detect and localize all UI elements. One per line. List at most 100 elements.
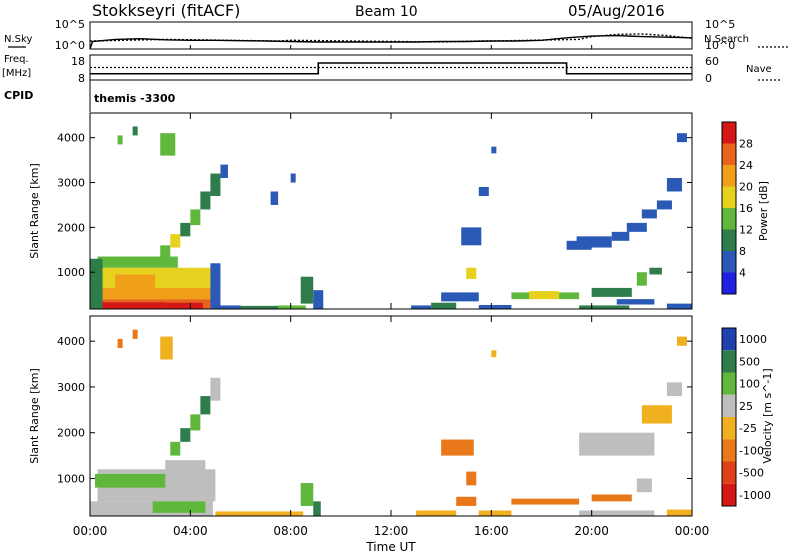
power-colorbar-frame [721,121,737,295]
velocity-colorbar-tick-0: 1000 [739,333,767,346]
power-cell-41 [576,236,612,248]
velocity-cell-16 [416,510,457,516]
velocity-colorbar-swatch-7 [722,483,736,506]
power-cell-50 [676,133,687,143]
beam-label: Beam 10 [355,4,418,20]
cpid-value: themis -3300 [94,92,176,105]
power-y-axis: 1000 2000 3000 4000 [57,132,692,279]
velocity-colorbar: 1000 500 100 25 -25 -100 -500 -1000 [721,327,771,507]
power-cell-18 [132,126,138,136]
power-cell-17 [117,135,123,145]
velocity-colorbar-tick-3: 25 [739,400,753,413]
date-label: 05/Aug/2016 [568,2,665,20]
velocity-cell-25 [579,432,655,456]
nave-tick-bottom: 0 [705,72,712,85]
velocity-cell-14 [300,483,314,506]
velocity-ytick-label-1000: 1000 [57,472,85,485]
velocity-cell-12 [132,329,138,339]
velocity-cell-11 [117,338,123,349]
velocity-colorbar-tick-2: 100 [739,378,760,391]
velocity-cell-30 [676,336,687,346]
power-colorbar-tick-12: 12 [739,224,753,237]
power-ytick-label-2000: 2000 [57,221,85,234]
power-cell-16 [160,133,176,156]
power-colorbar-swatch-6 [722,143,736,165]
power-colorbar-swatch-0 [722,272,736,294]
velocity-cell-13 [215,511,304,516]
velocity-colorbar-swatch-2 [722,372,736,395]
velocity-ytick-label-3000: 3000 [57,381,85,394]
power-cell-13 [200,191,211,210]
power-colorbar-swatch-7 [722,122,736,144]
power-colorbar: 28 24 20 16 12 8 4 [721,121,753,295]
velocity-ytick-label-4000: 4000 [57,335,85,348]
power-colorbar-swatch-3 [722,208,736,230]
freq-tick-top: 18 [71,55,85,68]
power-colorbar-tick-24: 24 [739,159,753,172]
velocity-colorbar-tick-7: -1000 [739,489,771,502]
power-colorbar-tick-20: 20 [739,181,753,194]
noise-series-search [89,33,693,43]
noise-tick-bottom: 10^0 [55,39,85,52]
velocity-cell-22 [511,498,580,505]
power-cell-1 [90,287,213,300]
power-colorbar-tick-28: 28 [739,138,753,151]
xtick-label-3: 12:00 [374,524,409,538]
power-colorbar-swatch-4 [722,186,736,208]
freq-tick-bottom: 8 [78,72,85,85]
power-colorbar-label: Power [dB] [757,181,770,241]
velocity-colorbar-tick-6: -500 [739,467,764,480]
noise-tick-right-top: 10^5 [705,18,735,31]
freq-lines [90,62,692,75]
xtick-label-2: 08:00 [273,524,308,538]
power-cell-44 [641,209,657,219]
velocity-cell-2 [95,473,166,488]
velocity-y-axis: 1000 2000 3000 4000 [57,335,692,485]
power-ytick-label-4000: 4000 [57,132,85,145]
velocity-ytick-label-2000: 2000 [57,427,85,440]
power-cell-39 [616,299,655,305]
xtick-label-1: 04:00 [173,524,208,538]
velocity-cell-24 [591,494,632,502]
power-cell-29 [466,267,477,279]
power-cell-7 [115,274,156,288]
power-cell-22 [300,276,314,304]
velocity-colorbar-swatch-1 [722,350,736,373]
power-cell-35 [528,291,560,300]
power-cell-20 [240,305,279,309]
velocity-cell-18 [466,471,477,486]
velocity-cell-3 [152,501,206,513]
xtick-label-0: 00:00 [73,524,108,538]
power-colorbar-swatch-5 [722,165,736,187]
noise-tick-top: 10^5 [55,18,85,31]
velocity-heatmap [90,329,692,516]
power-cell-32 [491,146,497,154]
power-heatmap [90,126,692,309]
velocity-colorbar-swatch-4 [722,417,736,440]
power-cell-46 [666,178,682,192]
velocity-colorbar-swatch-0 [722,328,736,351]
power-cell-26 [411,305,432,309]
power-cell-8 [165,302,203,309]
xtick-label-4: 16:00 [474,524,509,538]
power-cell-27 [431,302,457,309]
power-cell-3 [97,256,178,268]
power-cell-11 [180,222,191,237]
power-colorbar-swatch-2 [722,229,736,251]
noise-sky-label: N.Sky [4,34,32,45]
velocity-ylabel: Slant Range [km] [28,368,41,464]
power-cell-9 [160,245,171,259]
power-cell-38 [591,287,632,297]
power-cell-5 [210,263,221,309]
power-cell-21 [278,305,306,309]
velocity-cell-19 [441,439,474,456]
power-cell-12 [190,209,201,226]
power-cell-23 [313,290,324,309]
power-colorbar-tick-8: 8 [739,245,746,258]
velocity-cell-8 [200,396,211,415]
velocity-cell-28 [666,382,682,397]
velocity-colorbar-frame [721,327,737,507]
power-cell-34 [511,292,532,300]
power-cell-43 [626,222,647,232]
velocity-cell-17 [456,496,477,506]
